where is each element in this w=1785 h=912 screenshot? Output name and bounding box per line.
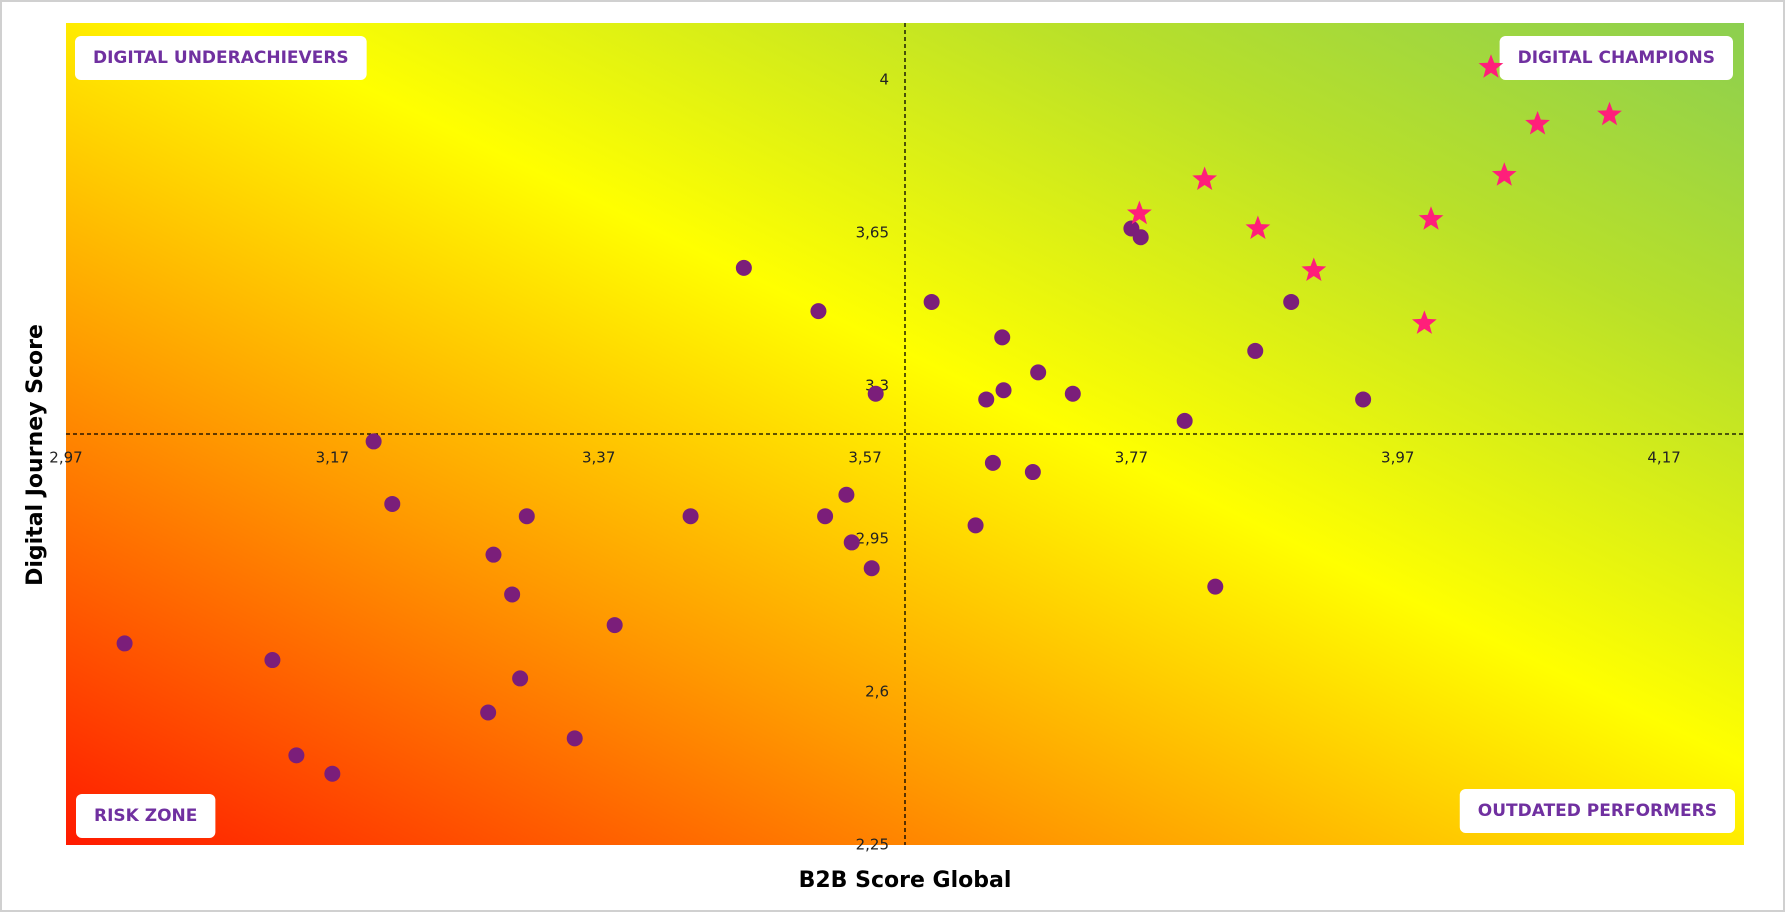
point: [1030, 364, 1047, 381]
star-point: [1127, 200, 1152, 225]
point: [810, 303, 827, 320]
star-point: [1245, 215, 1271, 239]
point: [735, 259, 752, 276]
x-tick-label: 2,97: [49, 449, 82, 467]
y-tick-label: 2,25: [856, 836, 889, 854]
point: [994, 329, 1011, 346]
x-tick-label: 3,17: [316, 449, 349, 467]
point: [1132, 229, 1149, 246]
quadrant-label: DIGITAL CHAMPIONS: [1499, 36, 1733, 80]
point: [1247, 342, 1264, 359]
quadrant-box: [76, 794, 216, 838]
quadrant-text: DIGITAL CHAMPIONS: [1518, 48, 1715, 68]
point: [518, 508, 535, 525]
star-point: [1597, 101, 1622, 126]
point: [480, 704, 497, 721]
point: [504, 586, 521, 603]
point: [682, 508, 699, 525]
plot-background: [66, 23, 1744, 845]
point: [116, 635, 133, 652]
x-tick-label: 4,17: [1647, 449, 1680, 467]
y-tick-label: 4: [879, 70, 889, 88]
point: [512, 670, 529, 687]
point: [978, 391, 995, 408]
quadrant-box: [1459, 789, 1735, 833]
point: [566, 730, 583, 747]
point: [923, 293, 940, 310]
point: [1355, 391, 1372, 408]
point: [817, 508, 834, 525]
point: [867, 385, 884, 402]
y-tick-label: 3,65: [856, 223, 889, 241]
quadrant-text: RISK ZONE: [94, 806, 197, 826]
star-point: [1478, 54, 1504, 78]
point: [288, 747, 305, 764]
quadrant-text: DIGITAL UNDERACHIEVERS: [93, 48, 349, 68]
x-axis-title: B2B Score Global: [799, 868, 1012, 893]
quadrant-label: OUTDATED PERFORMERS: [1459, 789, 1735, 833]
star-point: [1412, 310, 1437, 334]
star-point: [1301, 257, 1327, 281]
point: [384, 495, 401, 512]
point: [1207, 578, 1224, 595]
point: [324, 765, 341, 782]
point: [606, 617, 623, 634]
point: [843, 534, 860, 551]
y-axis-title: Digital Journey Score: [23, 324, 48, 586]
point: [1176, 412, 1193, 429]
star-point: [1491, 162, 1517, 186]
quadrant-box: [75, 36, 367, 80]
point: [984, 454, 1001, 471]
x-tick-label: 3,57: [848, 449, 881, 467]
point: [1024, 464, 1041, 481]
x-tick-label: 3,97: [1381, 449, 1414, 467]
quadrant-label: DIGITAL UNDERACHIEVERS: [75, 36, 367, 80]
point: [863, 560, 880, 577]
quadrant-box: [1499, 36, 1733, 80]
y-tick-label: 2,6: [865, 682, 889, 700]
point: [365, 433, 382, 450]
point: [995, 382, 1012, 399]
y-tick-label: 2,95: [856, 529, 889, 547]
star-point: [1418, 206, 1444, 230]
star-point: [1192, 166, 1217, 190]
point: [485, 546, 502, 563]
star-point: [1525, 111, 1550, 135]
point: [264, 652, 281, 669]
point: [967, 517, 984, 534]
x-tick-label: 3,77: [1115, 449, 1148, 467]
quadrant-label: RISK ZONE: [76, 794, 216, 838]
point: [1283, 293, 1300, 310]
quadrant-text: OUTDATED PERFORMERS: [1478, 801, 1717, 821]
point: [838, 486, 855, 503]
x-tick-label: 3,37: [582, 449, 615, 467]
point: [1064, 385, 1081, 402]
